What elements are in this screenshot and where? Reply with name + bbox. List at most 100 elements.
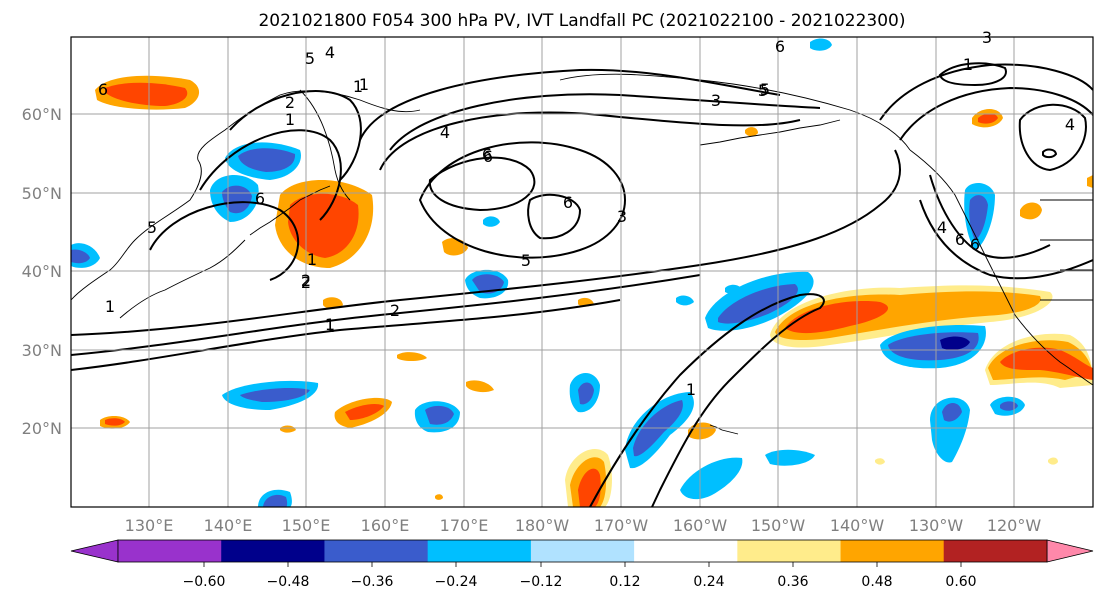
negative-anomaly <box>483 216 500 227</box>
pv-contour <box>71 299 621 371</box>
pv-contour <box>919 199 1093 280</box>
positive-anomaly <box>105 418 125 426</box>
longitude-labels: 130°E 140°E 150°E 160°E 170°E 180°W 170°W 160°W… <box>125 516 1042 535</box>
latitude-label: 50°N <box>22 184 62 203</box>
positive-anomaly <box>435 494 443 500</box>
latitude-label: 40°N <box>22 262 62 281</box>
longitude-label: 140°W <box>830 516 885 535</box>
positive-anomaly <box>323 297 343 309</box>
longitude-label: 180°W <box>515 516 570 535</box>
negative-anomaly <box>238 148 296 172</box>
colorbar: −0.60 −0.48 −0.36 −0.24 −0.12 0.12 0.24 0.36 0.4… <box>70 539 1094 590</box>
pv-contour <box>389 93 821 151</box>
positive-anomaly <box>1000 347 1093 380</box>
colorbar-tick-label: −0.36 <box>351 574 394 590</box>
positive-anomaly <box>105 82 188 106</box>
positive-anomaly <box>978 113 998 124</box>
negative-anomaly <box>425 405 454 425</box>
colorbar-extend-min <box>70 539 119 563</box>
colorbar-tick-label: 0.36 <box>777 574 808 590</box>
north-america-coast <box>909 149 1093 386</box>
contour-label: 2 <box>285 93 295 112</box>
longitude-label: 150°E <box>282 516 331 535</box>
longitude-label: 130°E <box>125 516 174 535</box>
contour-label: 1 <box>307 250 317 269</box>
aleutians <box>699 119 841 146</box>
contour-label: 2 <box>301 273 311 292</box>
contour-label: 6 <box>483 147 493 166</box>
pv-contour <box>149 201 299 281</box>
positive-anomaly <box>280 425 296 433</box>
contour-label: 6 <box>775 37 785 56</box>
contour-label: 1 <box>686 380 696 399</box>
colorbar-segment <box>427 540 532 562</box>
negative-anomaly <box>71 249 90 264</box>
pv-contour <box>1042 148 1058 159</box>
contour-label: 1 <box>285 110 295 129</box>
positive-anomaly <box>875 458 885 465</box>
negative-anomaly <box>810 38 832 51</box>
longitude-label: 160°E <box>361 516 410 535</box>
pv-contour <box>899 86 1093 141</box>
longitude-label: 130°W <box>909 516 964 535</box>
pv-contour <box>71 274 701 356</box>
negative-anomaly <box>240 387 310 402</box>
contour-label: 5 <box>305 49 315 68</box>
contour-label: 6 <box>482 145 492 164</box>
colorbar-segment <box>840 540 945 562</box>
contour-label: 5 <box>147 218 157 237</box>
longitude-label: 140°E <box>204 516 253 535</box>
positive-anomaly <box>345 404 384 420</box>
negative-anomaly <box>680 457 743 500</box>
contour-label: 2 <box>301 271 311 290</box>
contour-label: 1 <box>353 77 363 96</box>
pv-contour <box>71 149 901 336</box>
colorbar-tick-label: −0.48 <box>267 574 310 590</box>
colorbar-tick-label: 0.24 <box>693 574 724 590</box>
pv-contour <box>359 68 781 141</box>
contour-label: 6 <box>98 80 108 99</box>
contour-label: 1 <box>963 55 973 74</box>
longitude-label: 170°W <box>594 516 649 535</box>
colorbar-segment <box>530 540 635 562</box>
negative-anomaly <box>578 382 594 405</box>
pv-contour <box>938 62 1007 87</box>
positive-anomaly <box>745 127 758 137</box>
negative-anomaly <box>263 494 288 507</box>
japan-coast <box>119 239 246 319</box>
contour-label: 1 <box>105 297 115 316</box>
pv-contour <box>229 90 362 181</box>
contour-label: 2 <box>390 301 400 320</box>
pv-contour <box>199 129 342 221</box>
negative-anomaly <box>676 295 694 306</box>
latitude-label: 30°N <box>22 341 62 360</box>
positive-anomaly <box>1020 202 1042 220</box>
longitude-label: 150°W <box>751 516 806 535</box>
negative-anomaly <box>725 284 742 295</box>
contour-label: 6 <box>255 189 265 208</box>
contour-label: 5 <box>758 81 768 100</box>
contour-label: 6 <box>970 235 980 254</box>
pv-contour <box>527 193 582 240</box>
negative-anomaly <box>940 336 970 350</box>
colorbar-tick-label: −0.12 <box>520 574 563 590</box>
longitude-label: 120°W <box>987 516 1042 535</box>
contour-label: 3 <box>617 207 627 226</box>
positive-anomaly <box>397 352 427 361</box>
borders <box>1040 199 1093 301</box>
colorbar-segment <box>634 540 738 562</box>
hawaii <box>709 424 739 435</box>
pv-contour <box>379 111 801 171</box>
colorbar-segment <box>221 540 325 562</box>
contour-label: 6 <box>955 230 965 249</box>
colorbar-segment <box>737 540 842 562</box>
positive-anomaly <box>785 301 889 334</box>
latitude-labels: 60°N 50°N 40°N 30°N 20°N <box>22 105 62 438</box>
contour-label: 5 <box>760 80 770 99</box>
positive-anomaly <box>1048 457 1058 465</box>
contour-label: 1 <box>325 317 335 336</box>
gridlines <box>71 37 1093 507</box>
colorbar-tick-label: 0.12 <box>609 574 640 590</box>
map-frame <box>70 36 1094 508</box>
